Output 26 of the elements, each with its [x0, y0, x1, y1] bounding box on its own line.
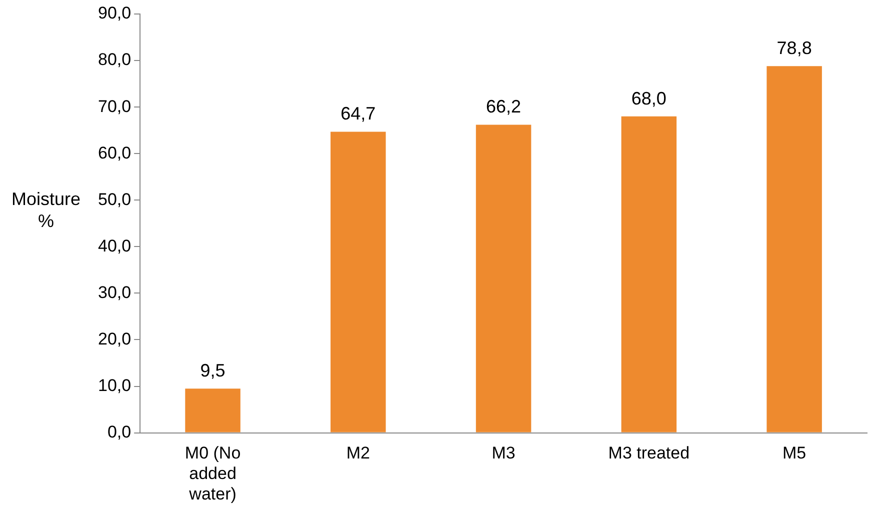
bar	[185, 388, 240, 432]
y-tick-label: 50,0	[98, 190, 132, 209]
x-tick-label: M3 treated	[608, 444, 690, 463]
y-tick-label: 90,0	[98, 4, 132, 23]
x-tick-label: M0 (No added water)	[184, 444, 241, 504]
y-axis-title: Moisture %	[10, 188, 82, 232]
y-tick-label: 10,0	[98, 376, 132, 395]
x-tick-label: M3	[492, 444, 516, 463]
x-tick-label: M2	[346, 444, 370, 463]
bar	[766, 66, 822, 432]
y-tick-label: 70,0	[98, 96, 132, 116]
y-tick-label: 80,0	[98, 50, 132, 70]
y-tick-label: 20,0	[98, 329, 132, 348]
data-label: 66,2	[486, 96, 522, 117]
x-tick-label: M5	[782, 444, 806, 463]
y-tick-label: 30,0	[98, 282, 132, 302]
y-tick-label: 0,0	[107, 422, 132, 442]
bar	[330, 132, 386, 432]
data-label: 78,8	[776, 38, 812, 58]
y-tick-label: 40,0	[98, 236, 132, 256]
bar	[476, 124, 532, 432]
data-label: 9,5	[200, 360, 226, 381]
y-tick-label: 60,0	[98, 143, 132, 162]
data-label: 64,7	[340, 104, 376, 124]
data-label: 68,0	[631, 88, 666, 108]
bar	[621, 116, 677, 432]
